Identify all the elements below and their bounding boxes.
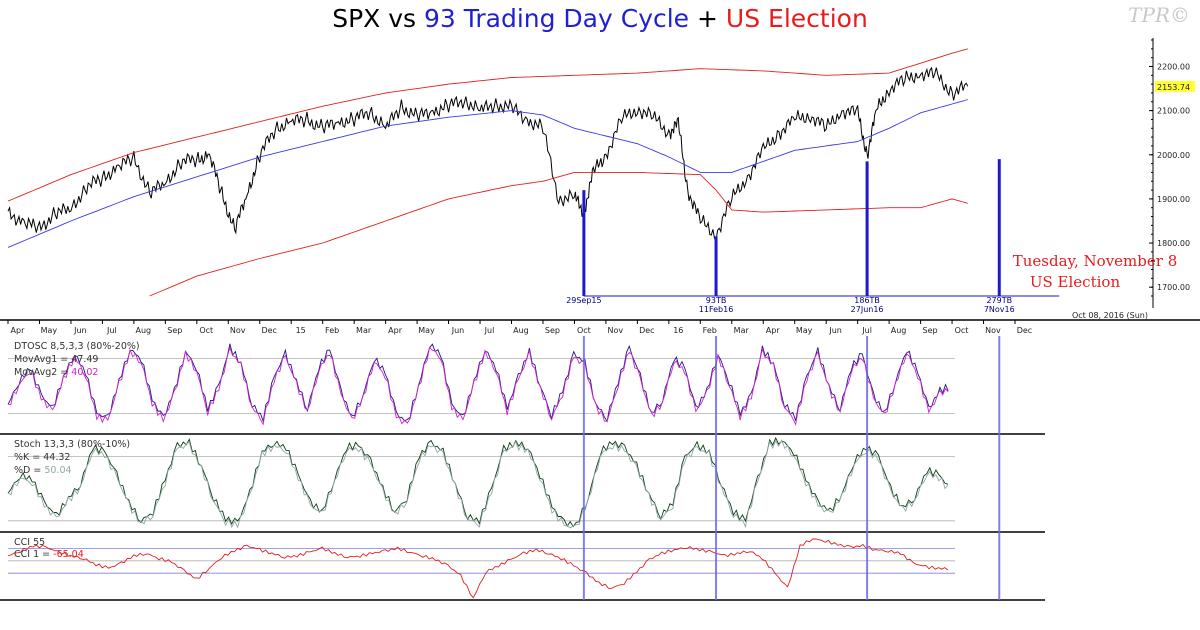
x-tick-label: Apr <box>388 326 403 335</box>
x-tick-label: Jul <box>861 326 872 335</box>
x-tick-label: Dec <box>1017 326 1032 335</box>
x-tick-label: Jul <box>106 326 117 335</box>
dtosc-series-2 <box>7 346 949 426</box>
cycle-label-3: 186TB <box>854 296 880 305</box>
cci-series-1 <box>7 538 949 599</box>
y-tick-label: 2200.00 <box>1157 62 1190 71</box>
chart-title: SPX vs 93 Trading Day Cycle + US Electio… <box>332 4 868 33</box>
y-axis: 2200.00 2100.00 2000.00 1900.00 1800.00 1700.… <box>1149 38 1195 308</box>
cycle-date-3: 27Jun16 <box>851 305 884 314</box>
y-tick-label: 1900.00 <box>1157 195 1190 204</box>
cycle-date-2: 11Feb16 <box>699 305 734 314</box>
x-tick-label: Mar <box>356 326 372 335</box>
x-tick-label: Nov <box>608 326 624 335</box>
stoch-series-1 <box>7 436 949 528</box>
stoch-series-2 <box>7 439 949 529</box>
x-tick-label: Aug <box>513 326 529 335</box>
x-tick-label: Mar <box>734 326 750 335</box>
x-tick-label: Nov <box>985 326 1001 335</box>
cycle-label-2: 93TB <box>706 296 727 305</box>
stoch-panel <box>0 434 1045 533</box>
title-part1: SPX vs <box>332 4 424 33</box>
dtosc-legend2: MovAvg2 = 40.02 <box>14 367 98 378</box>
stoch-legend2-prefix: %D = <box>14 465 44 476</box>
y-tick-label: 1800.00 <box>1157 239 1190 248</box>
x-tick-label: Sep <box>545 326 560 335</box>
x-tick-label: Jun <box>73 326 87 335</box>
cci-legend1: CCI 1 = -65.04 <box>14 549 84 560</box>
x-tick-label: Dec <box>261 326 276 335</box>
stoch-legend1: %K = 44.32 <box>14 452 70 463</box>
x-tick-label: Oct <box>955 326 969 335</box>
election-note-line2: US Election <box>1030 273 1121 291</box>
x-tick-label: Oct <box>199 326 213 335</box>
x-tick-label: Jul <box>484 326 495 335</box>
cycle-label-1: 29Sep15 <box>566 296 601 305</box>
x-tick-label: Aug <box>891 326 907 335</box>
y-tick-label: 1700.00 <box>1157 283 1190 292</box>
last-price-badge <box>1155 80 1195 92</box>
x-tick-label: Feb <box>325 326 339 335</box>
spx-price-line <box>7 66 969 243</box>
x-tick-label: Nov <box>230 326 246 335</box>
y-tick-label: 2000.00 <box>1157 151 1190 160</box>
cci-legend1-prefix: CCI 1 = <box>14 549 53 560</box>
dtosc-legend2-value: 40.02 <box>71 367 98 378</box>
title-part4: US Election <box>726 4 868 33</box>
last-price-label: 2153.74 <box>1157 83 1190 92</box>
x-tick-label: Sep <box>167 326 182 335</box>
x-axis: Apr May Jun Jul Aug Sep Oct Nov Dec 15 Feb Mar Apr Ma… <box>7 320 1032 335</box>
stoch-legend2-value: 50.04 <box>44 465 71 476</box>
x-tick-label: Jun <box>828 326 842 335</box>
x-tick-label: May <box>418 326 435 335</box>
cci-panel <box>0 532 1045 601</box>
dtosc-series-1 <box>7 343 949 423</box>
cci-legend1-value: -65.04 <box>53 549 84 560</box>
x-tick-label: May <box>796 326 813 335</box>
y-tick-label: 2100.00 <box>1157 107 1190 116</box>
x-tick-label: Dec <box>639 326 654 335</box>
moving-average-line <box>7 99 968 248</box>
stoch-label: Stoch 13,3,3 (80%-10%) <box>14 439 130 450</box>
upper-band-line <box>7 48 968 202</box>
title-part3: + <box>689 4 726 33</box>
title-part2: 93 Trading Day Cycle <box>424 4 689 33</box>
x-tick-label: May <box>41 326 58 335</box>
tpr-logo: TPR© <box>1128 3 1190 27</box>
x-tick-label: Apr <box>766 326 781 335</box>
x-tick-label: Apr <box>11 326 26 335</box>
x-tick-label: 16 <box>673 326 683 335</box>
dtosc-legend1: MovAvg1 = 47.49 <box>14 354 98 365</box>
dtosc-panel <box>0 336 1045 435</box>
x-tick-label: 15 <box>296 326 306 335</box>
lower-band-line <box>149 171 968 297</box>
x-tick-label: Feb <box>703 326 717 335</box>
cci-label: CCI 55 <box>14 537 45 548</box>
dtosc-label: DTOSC 8,5,3,3 (80%-20%) <box>14 341 140 352</box>
x-tick-label: Sep <box>922 326 937 335</box>
date-stamp: Oct 08, 2016 (Sun) <box>1072 311 1148 320</box>
x-tick-label: Oct <box>577 326 591 335</box>
cycle-label-4: 279TB <box>986 296 1012 305</box>
cycle-date-4: 7Nov16 <box>984 305 1015 314</box>
election-note-line1: Tuesday, November 8 <box>1013 252 1178 270</box>
x-tick-label: Jun <box>451 326 465 335</box>
dtosc-legend2-prefix: MovAvg2 = <box>14 367 71 378</box>
stoch-legend2: %D = 50.04 <box>14 465 72 476</box>
x-tick-label: Aug <box>136 326 152 335</box>
